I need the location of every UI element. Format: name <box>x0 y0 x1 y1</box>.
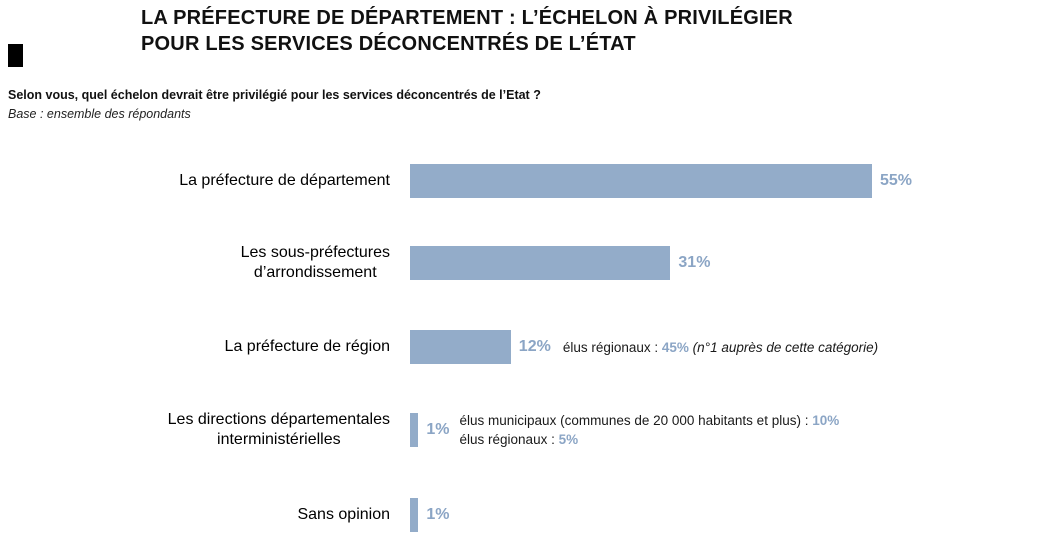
bar-label: Les sous-préfectures d’arrondissement <box>0 243 410 283</box>
bar-label: Les directions départementales intermini… <box>0 410 410 450</box>
bar-row: Les sous-préfectures d’arrondissement 31… <box>0 243 711 283</box>
bar-value-label: 1% <box>426 506 450 523</box>
annotation-value: 10% <box>812 413 840 428</box>
bar <box>410 330 511 364</box>
bar-label: La préfecture de région <box>0 337 410 357</box>
bar-annotation: élus municipaux (communes de 20 000 habi… <box>460 411 840 449</box>
annotation-prefix: élus régionaux : <box>459 432 559 447</box>
slide-title: LA PRÉFECTURE DE DÉPARTEMENT : L’ÉCHELON… <box>141 5 1031 57</box>
bar-annotation: élus régionaux : 45% (n°1 auprès de cett… <box>563 340 878 355</box>
bar-label-text: Les directions départementales intermini… <box>167 411 390 448</box>
bar-label-text: La préfecture de région <box>224 338 390 355</box>
bar-value-label: 31% <box>678 254 711 271</box>
black-square-decoration <box>8 44 23 67</box>
bar <box>410 246 671 280</box>
survey-question: Selon vous, quel échelon devrait être pr… <box>8 88 541 102</box>
slide-title-line-1: LA PRÉFECTURE DE DÉPARTEMENT : L’ÉCHELON… <box>141 7 793 29</box>
bar <box>410 498 419 532</box>
bar-label-text: Les sous-préfectures d’arrondissement <box>240 244 390 281</box>
bar-label-text: La préfecture de département <box>179 172 390 189</box>
annotation-line: élus régionaux : 5% <box>460 430 840 449</box>
bar-label-text: Sans opinion <box>297 506 390 523</box>
annotation-value: 5% <box>558 432 579 447</box>
bar <box>410 164 872 198</box>
annotation-prefix: élus régionaux : <box>562 339 662 355</box>
bar <box>410 413 419 447</box>
bar-row: Sans opinion 1% <box>0 498 450 532</box>
annotation-note: (n°1 auprès de cette catégorie) <box>688 339 879 355</box>
bar-value-label: 1% <box>426 421 450 438</box>
annotation-line: élus municipaux (communes de 20 000 habi… <box>460 411 840 430</box>
bar-row: La préfecture de région 12% élus régiona… <box>0 330 878 364</box>
bar-row: La préfecture de département 55% <box>0 164 912 198</box>
bar-value-label: 12% <box>518 338 551 355</box>
annotation-value: 45% <box>661 339 689 355</box>
bar-row: Les directions départementales intermini… <box>0 410 840 450</box>
bar-label: Sans opinion <box>0 505 410 525</box>
slide-title-line-2: POUR LES SERVICES DÉCONCENTRÉS DE L’ÉTAT <box>141 33 636 55</box>
survey-base: Base : ensemble des répondants <box>8 107 191 121</box>
bar-value-label: 55% <box>880 172 913 189</box>
annotation-prefix: élus municipaux (communes de 20 000 habi… <box>459 413 813 428</box>
bar-label: La préfecture de département <box>0 171 410 191</box>
